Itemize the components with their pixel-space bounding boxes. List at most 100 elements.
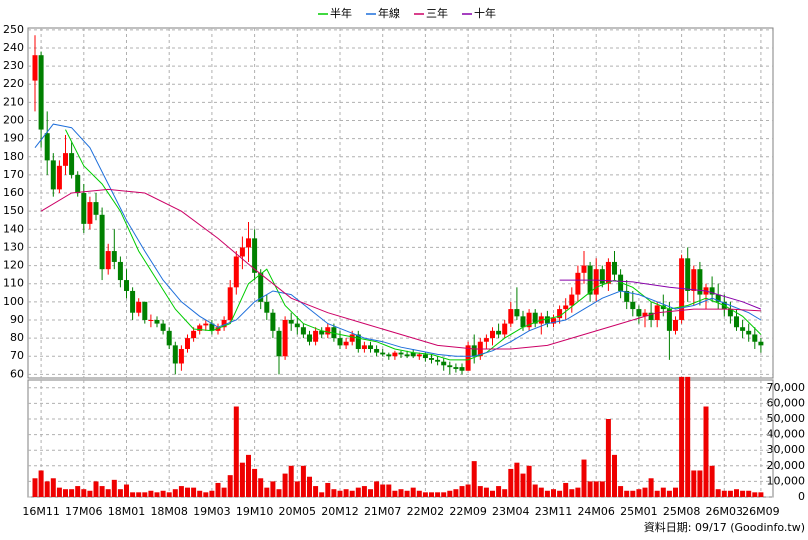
volume-bar — [246, 454, 251, 497]
y-tick-label: 180 — [3, 150, 24, 163]
volume-bar — [477, 486, 483, 497]
volume-bar — [32, 478, 38, 497]
candle-body — [483, 338, 489, 342]
candle-body — [294, 323, 300, 328]
volume-bar — [746, 490, 752, 497]
volume-bar — [56, 487, 62, 497]
volume-bar — [490, 490, 495, 497]
volume-bar — [496, 486, 502, 497]
x-tick-label: 25M08 — [663, 505, 701, 518]
candle-body — [624, 290, 630, 302]
candle-body — [605, 261, 611, 284]
candle-body — [154, 319, 160, 324]
volume-bar — [81, 489, 87, 497]
candle-body — [264, 301, 270, 313]
candle-body — [441, 361, 447, 366]
candle-body — [361, 345, 367, 349]
volume-bar — [300, 465, 306, 497]
candle-body — [679, 258, 685, 320]
candle-body — [398, 352, 404, 355]
x-tick-label: 19M10 — [236, 505, 274, 518]
y-tick-label: 200 — [3, 113, 24, 126]
volume-bar — [642, 487, 648, 497]
volume-bar — [435, 492, 441, 497]
volume-tick-label: 0 — [798, 490, 805, 503]
volume-bar — [703, 406, 709, 497]
candle-body — [343, 341, 349, 346]
volume-bar — [502, 489, 508, 497]
volume-bar — [465, 484, 471, 497]
candle-body — [734, 316, 739, 328]
candle-body — [69, 153, 75, 175]
candle-body — [532, 312, 538, 324]
candle-body — [172, 345, 178, 364]
y-tick-label: 70 — [10, 349, 24, 362]
price-panel — [27, 27, 774, 379]
y-tick-label: 210 — [3, 95, 24, 108]
volume-bar — [239, 462, 245, 497]
volume-bar — [337, 490, 343, 497]
y-tick-label: 80 — [10, 331, 24, 344]
volume-bar — [453, 489, 459, 497]
x-tick-label: 23M04 — [492, 505, 530, 518]
volume-tick-label: 50,000 — [767, 412, 806, 425]
candle-body — [32, 55, 38, 81]
volume-bar — [654, 490, 660, 497]
candle-body — [197, 325, 203, 331]
candle-body — [111, 251, 117, 262]
volume-bar — [270, 481, 276, 497]
volume-bar — [233, 406, 239, 497]
volume-bar — [709, 465, 715, 497]
y-tick-label: 170 — [3, 168, 24, 181]
candle-body — [160, 323, 166, 331]
candle-body — [99, 214, 105, 270]
volume-bar — [197, 490, 203, 497]
x-tick-label: 16M11 — [22, 505, 60, 518]
candle-body — [87, 202, 93, 224]
x-tick-label: 18M01 — [108, 505, 146, 518]
volume-bar — [252, 468, 258, 497]
volume-bar — [404, 490, 410, 497]
volume-bar — [429, 492, 434, 497]
volume-bar — [721, 490, 727, 497]
volume-bar — [526, 465, 532, 497]
candle-body — [270, 312, 276, 331]
volume-bar — [599, 481, 605, 497]
volume-bar — [160, 490, 166, 497]
candle-body — [502, 323, 508, 335]
candle-body — [740, 327, 746, 331]
candle-body — [508, 309, 514, 324]
candle-body — [300, 327, 306, 335]
volume-bar — [673, 487, 678, 497]
y-tick-label: 110 — [3, 277, 24, 290]
volume-bar — [447, 490, 453, 497]
candle-body — [544, 316, 550, 324]
candle-body — [630, 301, 636, 310]
candle-body — [459, 367, 465, 371]
volume-bar — [569, 489, 575, 497]
candle-body — [496, 330, 502, 335]
candle-body — [325, 327, 331, 335]
x-tick-label: 22M09 — [449, 505, 487, 518]
candle-body — [307, 334, 312, 342]
volume-bar — [209, 490, 215, 497]
x-tick-label: 19M03 — [193, 505, 231, 518]
candle-body — [63, 153, 68, 166]
volume-tick-label: 60,000 — [767, 396, 806, 409]
legend-label: 半年 — [330, 6, 352, 20]
y-tick-label: 220 — [3, 77, 24, 90]
volume-bar — [575, 487, 581, 497]
y-tick-label: 190 — [3, 132, 24, 145]
candle-body — [673, 319, 678, 331]
candle-body — [416, 354, 422, 357]
volume-tick-label: 30,000 — [767, 443, 806, 456]
y-tick-label: 130 — [3, 240, 24, 253]
y-tick-label: 250 — [3, 23, 24, 36]
candle-body — [81, 193, 87, 224]
volume-bar — [38, 470, 44, 497]
volume-bar — [660, 487, 666, 497]
candle-body — [355, 334, 361, 349]
volume-bar — [215, 482, 221, 497]
volume-bar — [69, 489, 75, 497]
volume-bar — [532, 484, 538, 497]
